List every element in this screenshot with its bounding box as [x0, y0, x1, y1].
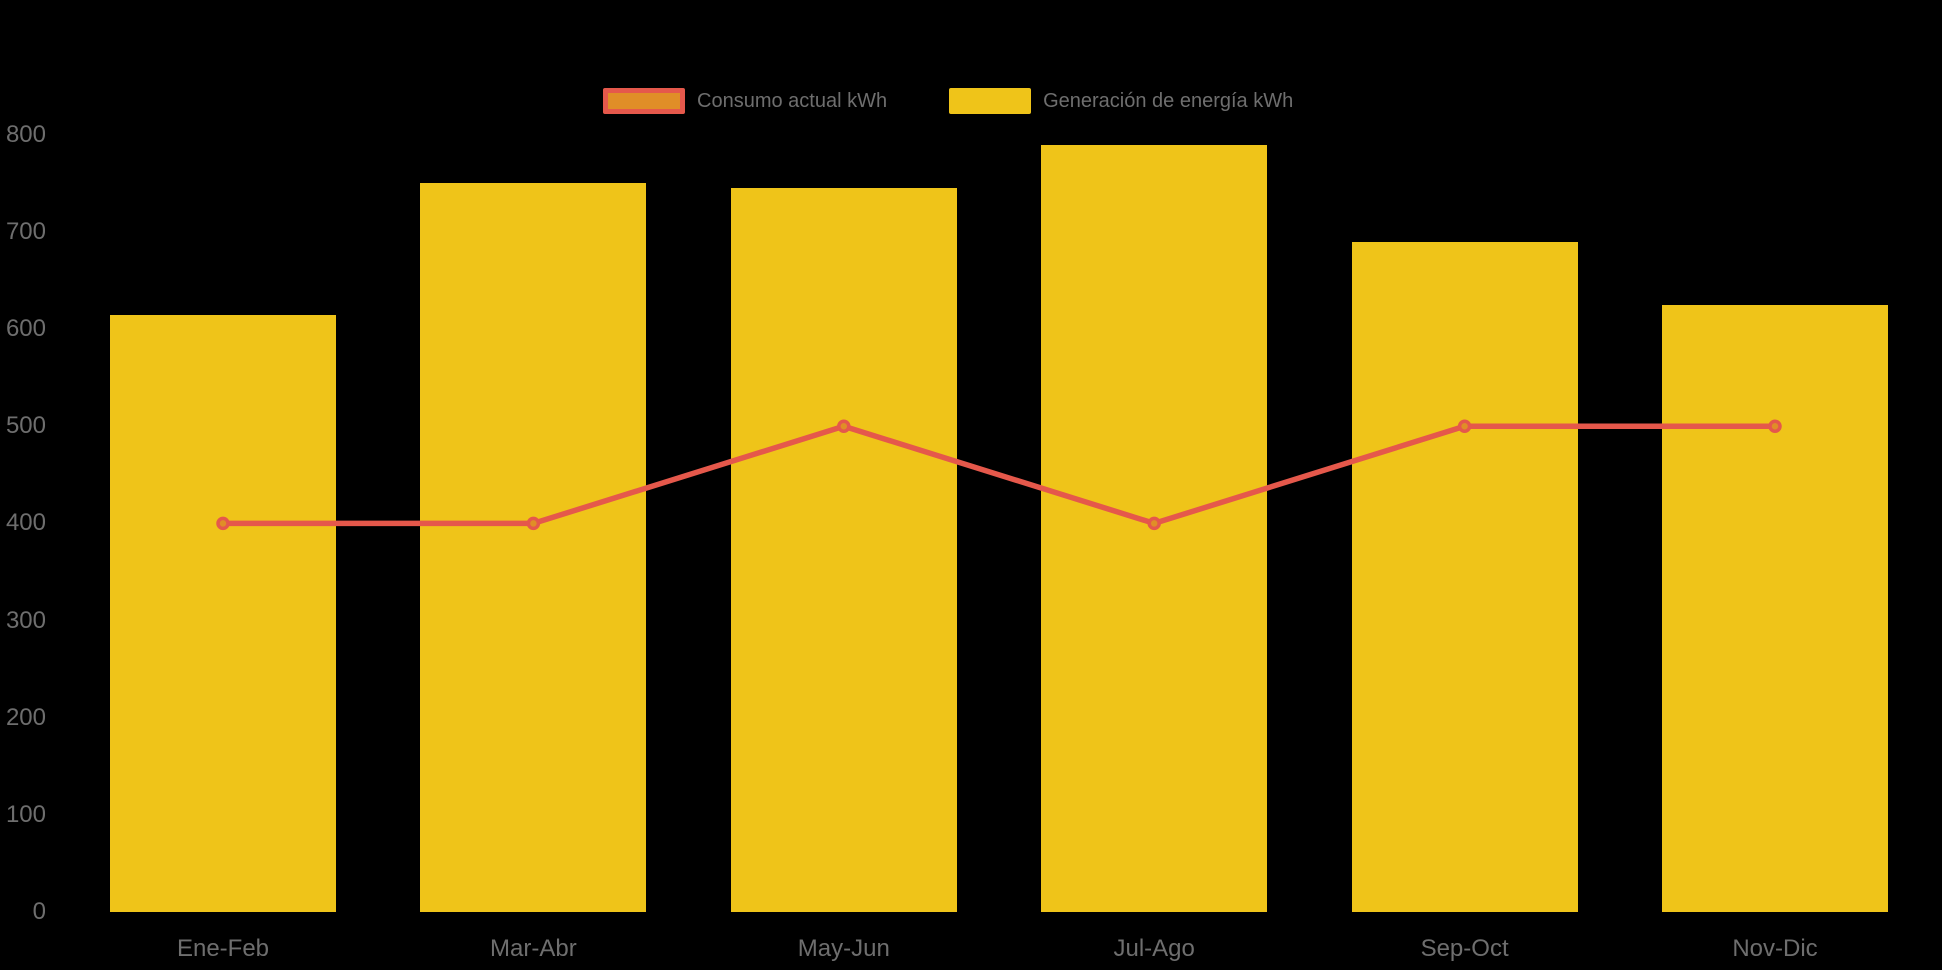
y-tick-label-500: 500 [5, 412, 46, 440]
bar-mar-abr[interactable] [420, 183, 647, 912]
y-tick-label-0: 0 [32, 898, 46, 925]
consumo-point-jul-ago[interactable] [1147, 516, 1161, 531]
consumo-point-may-jun[interactable] [837, 419, 851, 433]
generacion-swatch-icon [949, 88, 1032, 114]
y-tick-label-600: 600 [5, 315, 46, 343]
bar-ene-feb[interactable] [110, 314, 336, 912]
x-tick-label-ene-feb: Ene-Feb [176, 935, 270, 962]
y-tick-label-200: 200 [5, 703, 46, 731]
chart-legend: Consumo actual kWh Generación de energía… [603, 88, 1293, 114]
consumo-point-sep-oct[interactable] [1457, 419, 1472, 433]
bar-sep-oct[interactable] [1351, 241, 1578, 912]
consumo-point-nov-dic[interactable] [1768, 419, 1782, 433]
y-tick-label-400: 400 [5, 509, 46, 537]
consumo-point-ene-feb[interactable] [216, 516, 230, 531]
x-tick-label-mar-abr: Mar-Abr [490, 935, 577, 962]
y-tick-label-700: 700 [5, 217, 46, 245]
legend-label-consumo: Consumo actual kWh [697, 89, 888, 112]
x-tick-label-nov-dic: Nov-Dic [1732, 935, 1818, 962]
x-tick-label-may-jun: May-Jun [797, 935, 890, 962]
legend-item-generacion[interactable]: Generación de energía kWh [949, 88, 1293, 114]
bar-may-jun[interactable] [730, 188, 957, 912]
consumo-swatch-icon [603, 88, 685, 114]
legend-label-generacion: Generación de energía kWh [1043, 89, 1294, 112]
y-tick-label-800: 800 [5, 120, 46, 148]
bar-nov-dic[interactable] [1662, 304, 1888, 912]
x-tick-label-sep-oct: Sep-Oct [1420, 935, 1509, 962]
y-tick-label-100: 100 [5, 800, 46, 828]
legend-item-consumo[interactable]: Consumo actual kWh [603, 88, 887, 114]
x-tick-label-jul-ago: Jul-Ago [1113, 935, 1195, 962]
y-tick-label-300: 300 [5, 606, 46, 634]
consumo-point-mar-abr[interactable] [526, 516, 541, 531]
